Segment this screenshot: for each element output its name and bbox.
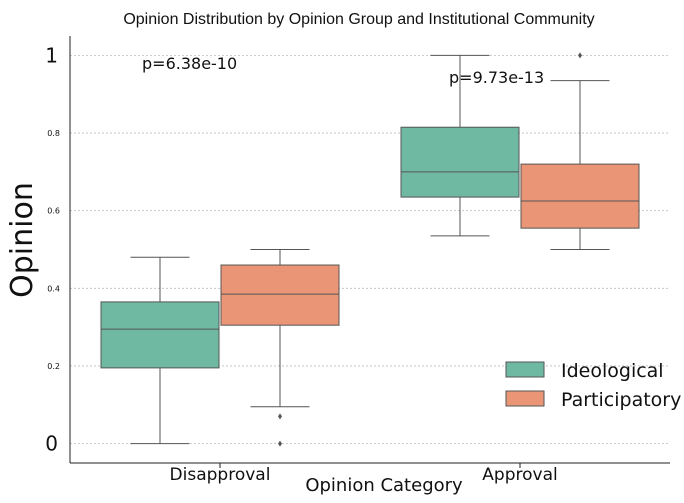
box bbox=[220, 264, 340, 326]
x-ticks: Disapproval Approval bbox=[170, 463, 558, 485]
y-tick-label: 0.8 bbox=[47, 129, 60, 138]
legend-label: Ideological bbox=[561, 360, 664, 382]
annotations: p=6.38e-10 p=9.73e-13 bbox=[142, 54, 544, 87]
box bbox=[520, 163, 640, 229]
outlier-point bbox=[278, 440, 282, 447]
y-tick-label: 0 bbox=[45, 432, 58, 456]
legend-swatch bbox=[505, 390, 545, 407]
p-value-annotation: p=6.38e-10 bbox=[142, 54, 237, 73]
x-tick-label: Approval bbox=[482, 465, 557, 485]
y-tick-label: 1 bbox=[45, 43, 58, 67]
x-axis-label: Opinion Category bbox=[305, 475, 463, 496]
y-ticks: 0 0.2 0.4 0.6 0.8 1 bbox=[45, 43, 60, 455]
outlier-point bbox=[278, 413, 282, 420]
box bbox=[100, 301, 220, 369]
x-tick-label: Disapproval bbox=[170, 465, 271, 485]
boxes bbox=[100, 52, 640, 447]
y-tick-label: 0.6 bbox=[47, 207, 60, 216]
chart-title: Opinion Distribution by Opinion Group an… bbox=[123, 11, 594, 28]
legend-label: Participatory bbox=[561, 389, 681, 411]
y-axis-label: Opinion bbox=[5, 182, 40, 298]
legend: Ideological Participatory bbox=[505, 360, 681, 411]
box bbox=[400, 126, 520, 198]
p-value-annotation: p=9.73e-13 bbox=[449, 68, 544, 87]
y-tick-label: 0.2 bbox=[47, 362, 60, 371]
legend-swatch bbox=[505, 361, 545, 378]
axes bbox=[69, 36, 670, 464]
outlier-point bbox=[578, 52, 582, 59]
y-tick-label: 0.4 bbox=[47, 284, 60, 293]
